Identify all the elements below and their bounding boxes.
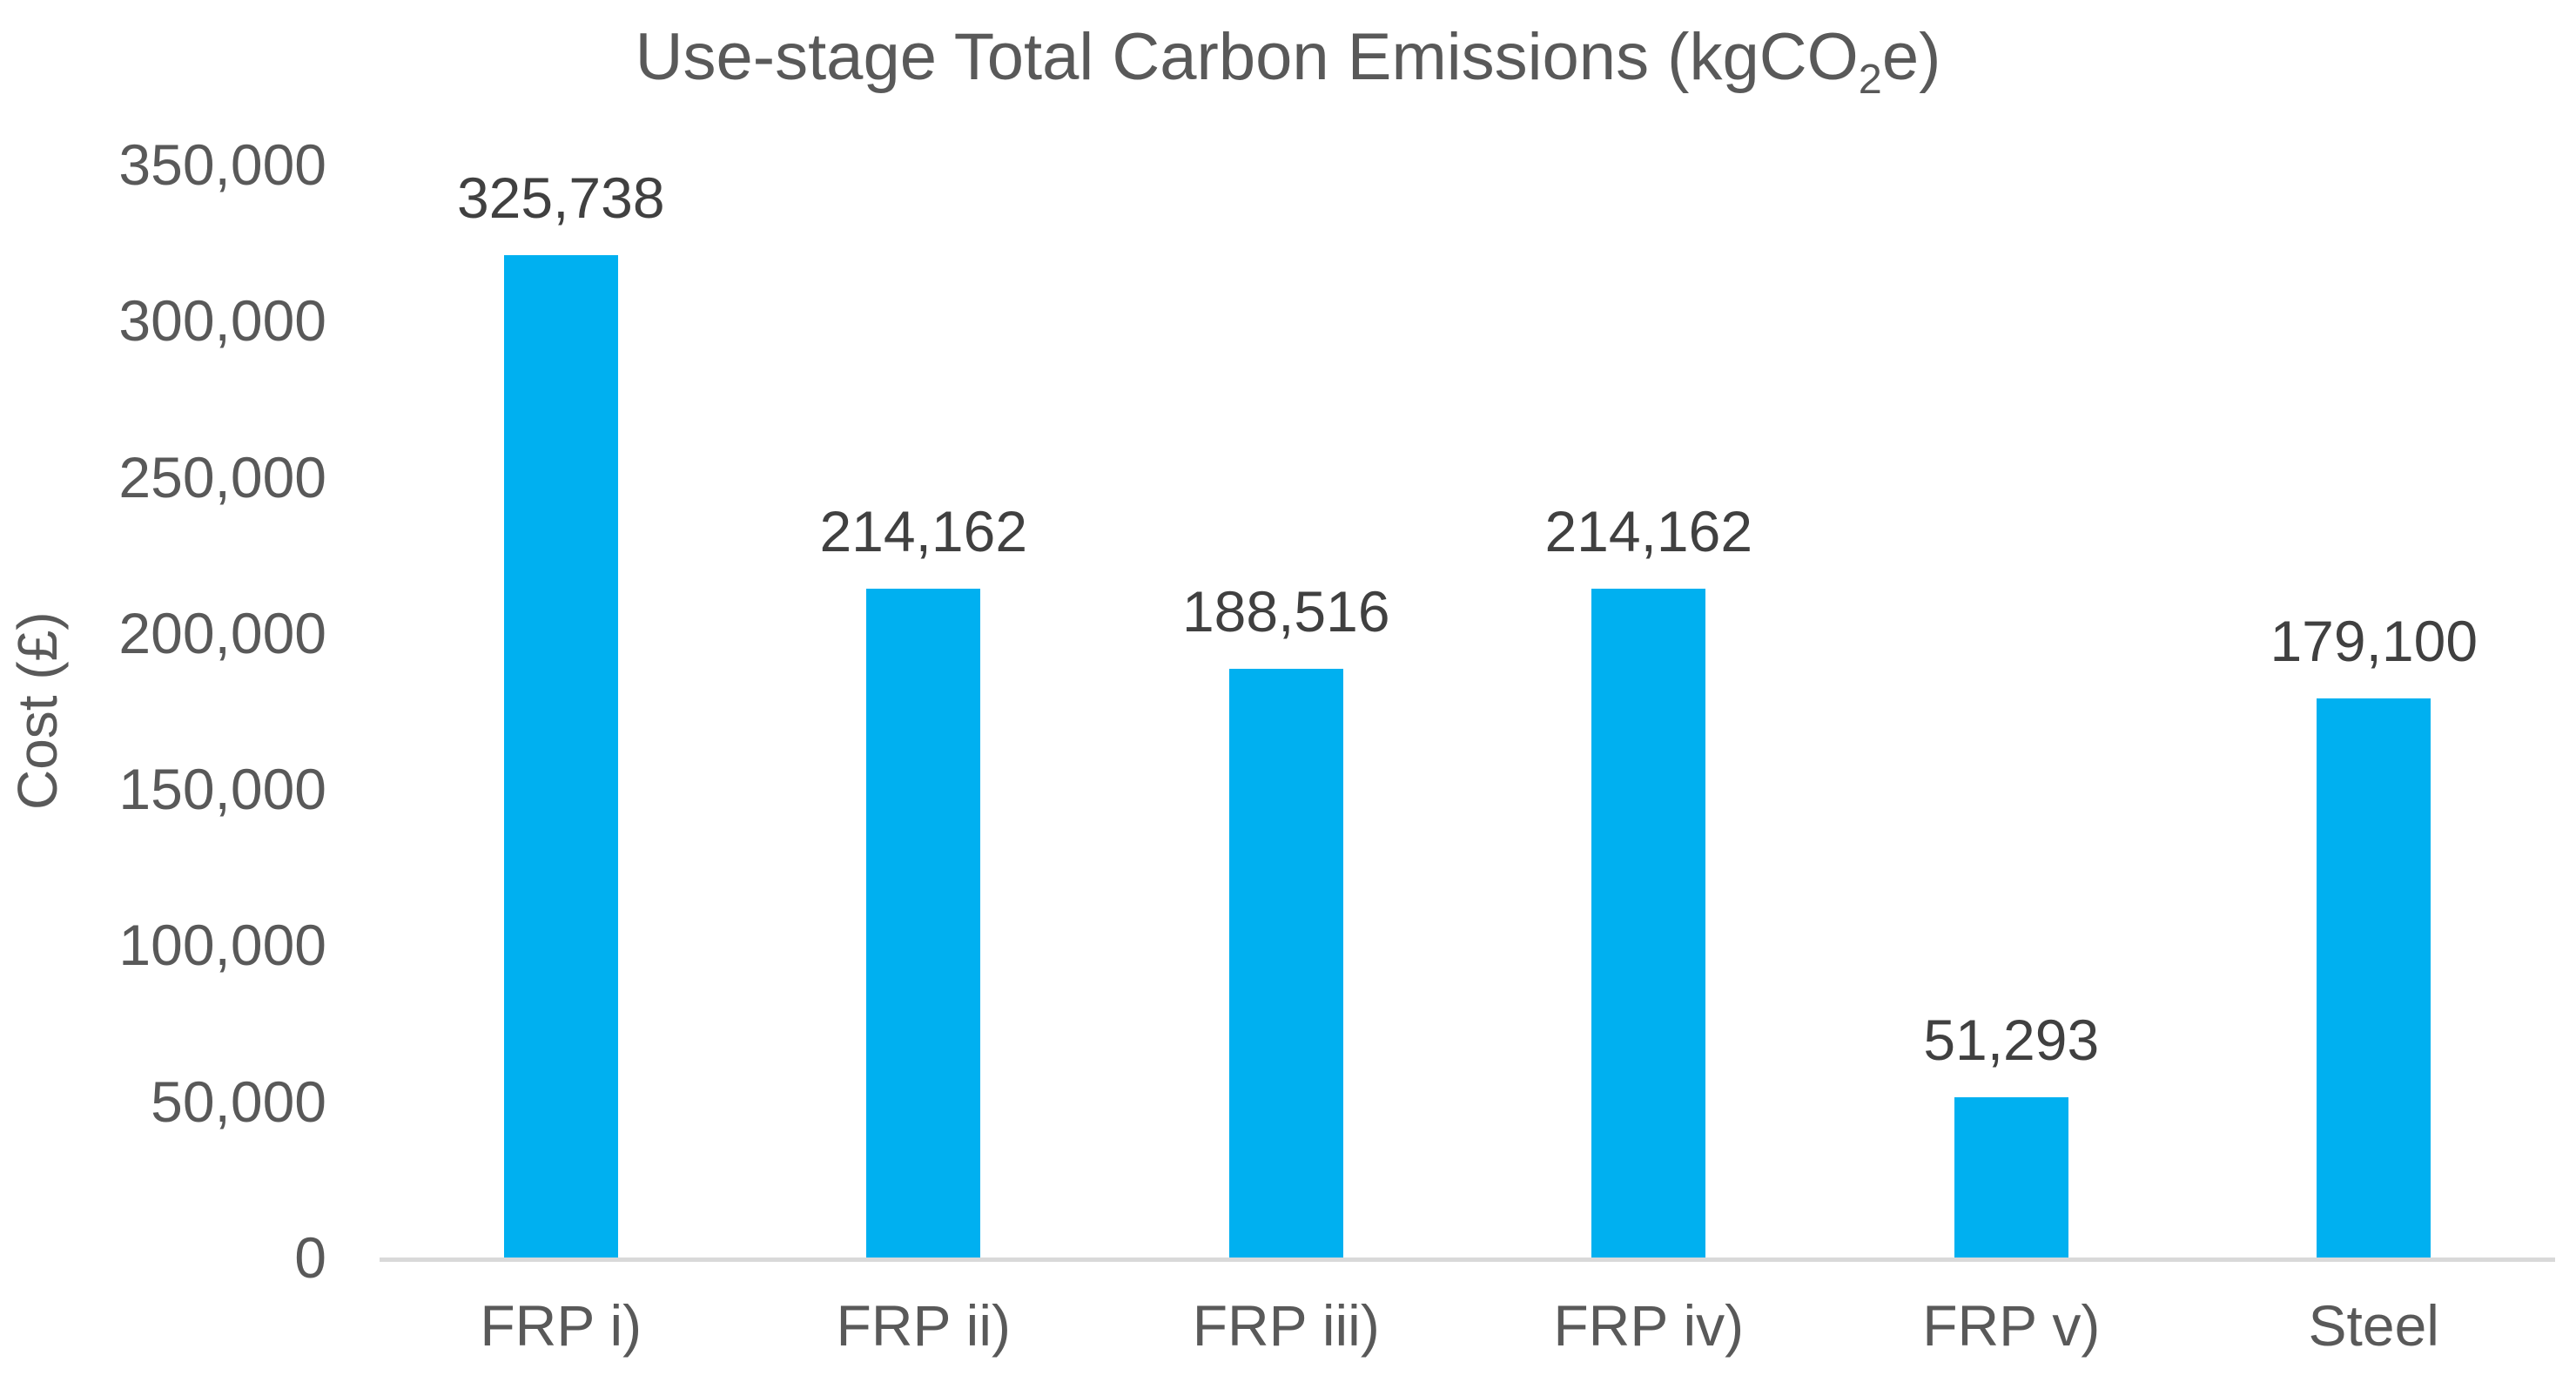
chart-title-suffix: e) xyxy=(1881,20,1941,94)
y-axis-tick-label: 100,000 xyxy=(118,913,326,977)
category-label: FRP i) xyxy=(480,1293,642,1358)
bar-value-label: 179,100 xyxy=(2270,609,2478,673)
y-axis-tick-label: 200,000 xyxy=(118,601,326,665)
bars-container: 325,738 214,162 188,516 214,162 51,293 179,10… xyxy=(380,165,2555,1258)
bar-value-label: 51,293 xyxy=(1923,1008,2100,1072)
x-axis-category-labels: FRP i) FRP ii) FRP iii) FRP iv) FRP v) Steel xyxy=(380,1291,2555,1360)
bar-value-label: 214,162 xyxy=(1544,499,1753,563)
plot-area: 325,738 214,162 188,516 214,162 51,293 179,10… xyxy=(380,165,2555,1262)
category-label: FRP iv) xyxy=(1553,1293,1745,1358)
y-axis-tick-label: 0 xyxy=(294,1225,326,1290)
bar xyxy=(1228,669,1343,1258)
bar-slot: 188,516 xyxy=(1105,165,1468,1258)
category-label: Steel xyxy=(2308,1293,2439,1358)
y-axis-tick-label: 150,000 xyxy=(118,757,326,821)
bar-slot: 214,162 xyxy=(1468,165,1831,1258)
y-axis-tick-label: 300,000 xyxy=(118,288,326,353)
bar-slot: 179,100 xyxy=(2193,165,2556,1258)
bar xyxy=(503,255,618,1258)
bar-value-label: 188,516 xyxy=(1181,579,1390,644)
y-axis-tick-label: 250,000 xyxy=(118,445,326,509)
chart-title: Use-stage Total Carbon Emissions (kgCO2e… xyxy=(0,17,2576,105)
y-axis-tick-labels: 350,000 300,000 250,000 200,000 150,000 100,0… xyxy=(0,132,326,1290)
chart-title-subscript: 2 xyxy=(1858,56,1882,104)
category-label: FRP ii) xyxy=(836,1293,1011,1358)
category-label: FRP v) xyxy=(1922,1293,2101,1358)
bar xyxy=(2317,698,2431,1258)
chart-title-text: Use-stage Total Carbon Emissions (kgCO xyxy=(635,20,1859,94)
bar xyxy=(866,589,981,1258)
y-axis-tick-label: 350,000 xyxy=(118,132,326,197)
bar-value-label: 214,162 xyxy=(819,499,1028,563)
y-axis-tick-label: 50,000 xyxy=(151,1069,326,1134)
bar-value-label: 325,738 xyxy=(456,165,665,230)
category-label: FRP iii) xyxy=(1192,1293,1380,1358)
bar xyxy=(1954,1097,2068,1258)
bar-slot: 51,293 xyxy=(1830,165,2193,1258)
bar-slot: 325,738 xyxy=(380,165,743,1258)
bar-slot: 214,162 xyxy=(743,165,1106,1258)
bar xyxy=(1591,589,1706,1258)
